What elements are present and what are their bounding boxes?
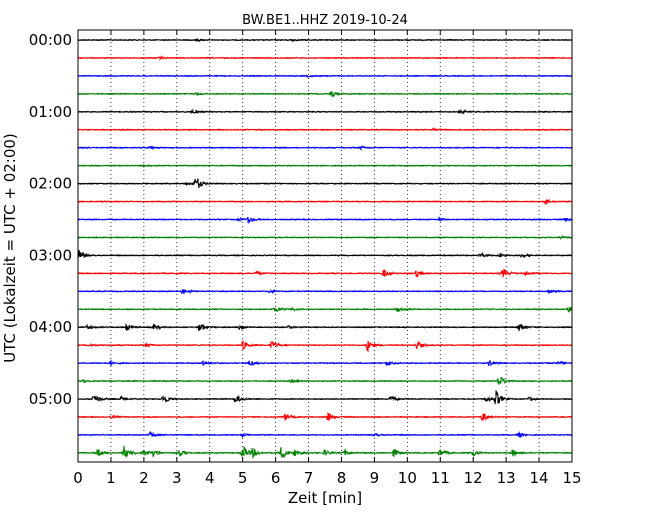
y-tick-label: 03:00 xyxy=(29,246,72,264)
trace-line xyxy=(77,376,573,386)
trace-line xyxy=(77,178,573,189)
trace-line xyxy=(77,288,573,295)
grid-lines xyxy=(110,30,540,462)
y-tick-label: 02:00 xyxy=(29,175,72,193)
trace-line xyxy=(77,74,573,78)
trace-line xyxy=(77,91,573,98)
trace-line xyxy=(77,412,573,421)
trace-line xyxy=(77,145,573,151)
x-tick-label: 15 xyxy=(562,469,581,487)
trace-line xyxy=(77,390,573,405)
x-tick-label: 5 xyxy=(238,469,248,487)
y-axis-label: UTC (Lokalzeit = UTC + 02:00) xyxy=(1,133,19,363)
trace-line xyxy=(77,216,573,225)
trace-line xyxy=(77,430,573,439)
trace-line xyxy=(77,323,573,332)
x-tick-label: 12 xyxy=(464,469,483,487)
x-axis-label: Zeit [min] xyxy=(288,489,362,507)
x-tick-label: 13 xyxy=(497,469,516,487)
y-tick-label: 01:00 xyxy=(29,103,72,121)
x-tick-label: 9 xyxy=(370,469,380,487)
x-tick-label: 7 xyxy=(304,469,314,487)
x-tick-label: 14 xyxy=(530,469,549,487)
plot-frame xyxy=(77,29,573,463)
x-tick-label: 11 xyxy=(431,469,450,487)
x-tick-label: 6 xyxy=(271,469,281,487)
trace-line xyxy=(77,249,573,259)
y-tick-label: 04:00 xyxy=(29,318,72,336)
x-tick-label: 4 xyxy=(205,469,215,487)
x-tick-label: 2 xyxy=(139,469,149,487)
x-tick-label: 10 xyxy=(398,469,417,487)
trace-line xyxy=(77,359,573,367)
y-tick-label: 05:00 xyxy=(29,390,72,408)
trace-line xyxy=(77,126,573,132)
traces xyxy=(77,38,573,460)
x-tick-label: 0 xyxy=(73,469,83,487)
x-axis: 0 1 2 3 4 5 6 7 8 9 10 11 12 13 14 15 xyxy=(73,30,582,487)
y-tick-label: 00:00 xyxy=(29,31,72,49)
x-tick-label: 3 xyxy=(172,469,182,487)
trace-line xyxy=(77,38,573,43)
trace-line xyxy=(77,306,573,313)
x-tick-label: 8 xyxy=(337,469,347,487)
chart-title: BW.BE1..HHZ 2019-10-24 xyxy=(242,13,408,28)
trace-line xyxy=(77,198,573,205)
x-tick-label: 1 xyxy=(106,469,116,487)
trace-line xyxy=(77,339,573,353)
trace-line xyxy=(77,108,573,115)
trace-line xyxy=(77,163,573,168)
trace-line xyxy=(77,268,573,278)
trace-line xyxy=(77,55,573,61)
y-axis: 00:00 01:00 02:00 03:00 04:00 05:00 xyxy=(29,31,572,408)
trace-line xyxy=(77,445,573,460)
trace-line xyxy=(77,234,573,241)
